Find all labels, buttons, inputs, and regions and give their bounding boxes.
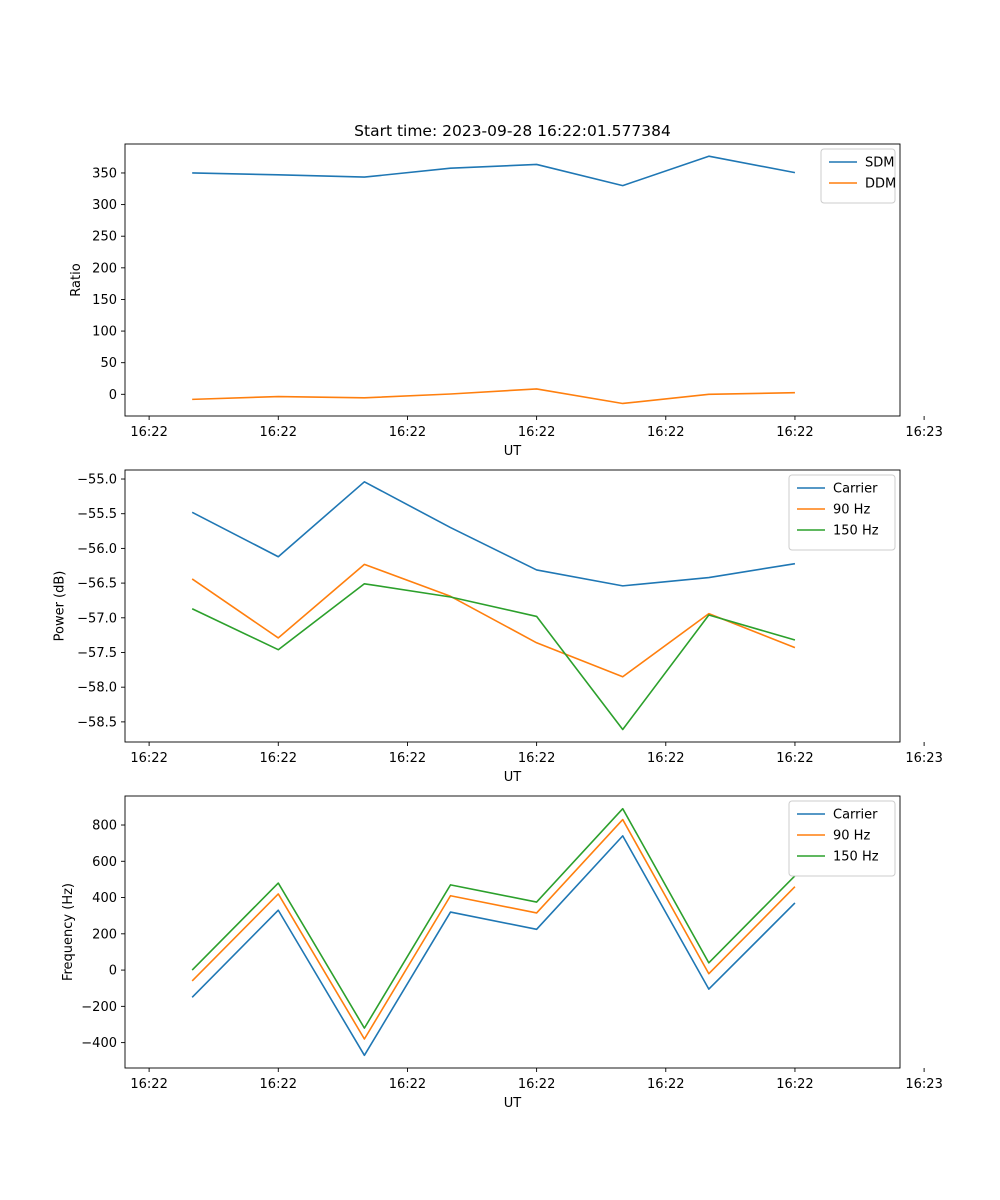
- x-tick-label: 16:22: [260, 1077, 297, 1092]
- legend-label: Carrier: [833, 808, 878, 823]
- series-line-90-hz: [191, 563, 796, 678]
- legend: Carrier 90 Hz 150 Hz: [788, 800, 896, 877]
- x-axis-label: UT: [504, 1096, 522, 1111]
- x-tick-label: 16:22: [130, 1077, 167, 1092]
- series-line-ddm: [192, 388, 795, 405]
- x-tick-label: 16:22: [518, 751, 555, 766]
- y-tick-label: 300: [92, 198, 117, 213]
- x-tick-label: 16:22: [776, 425, 813, 440]
- x-tick-label: 16:22: [389, 1077, 426, 1092]
- x-tick-label: 16:23: [905, 751, 942, 766]
- y-tick-label: 250: [92, 230, 117, 245]
- x-tick-label: 16:22: [647, 751, 684, 766]
- y-tick-label: 100: [92, 325, 117, 340]
- legend-label: SDM: [865, 156, 894, 171]
- y-tick-label: −58.5: [77, 715, 117, 730]
- y-tick-label: 0: [109, 964, 117, 979]
- y-tick-label: −55.0: [77, 473, 117, 488]
- chart-panel-1: Start time: 2023-09-28 16:22:01.577384 16…: [69, 122, 943, 459]
- x-tick-label: 16:23: [905, 1077, 942, 1092]
- legend-label: 90 Hz: [833, 829, 870, 844]
- y-axis-label: Ratio: [69, 263, 84, 296]
- y-axis-label: Power (dB): [53, 571, 68, 642]
- y-tick-label: −400: [81, 1036, 117, 1051]
- legend-label: 90 Hz: [833, 503, 870, 518]
- legend-label: DDM: [865, 177, 896, 192]
- series-line-sdm: [192, 155, 796, 187]
- x-tick-label: 16:22: [130, 425, 167, 440]
- x-tick-label: 16:23: [905, 425, 942, 440]
- y-tick-label: 50: [100, 356, 117, 371]
- y-tick-label: −58.0: [77, 681, 117, 696]
- y-tick-label: 200: [92, 261, 117, 276]
- y-tick-label: −200: [81, 1000, 117, 1015]
- y-tick-label: −55.5: [77, 507, 117, 522]
- x-tick-label: 16:22: [389, 425, 426, 440]
- x-tick-label: 16:22: [647, 1077, 684, 1092]
- y-axis-label: Frequency (Hz): [61, 883, 76, 981]
- x-axis-label: UT: [504, 770, 522, 785]
- y-tick-label: −56.5: [77, 577, 117, 592]
- x-tick-label: 16:22: [260, 425, 297, 440]
- x-tick-label: 16:22: [389, 751, 426, 766]
- y-tick-label: 0: [109, 388, 117, 403]
- series-line-150-hz: [191, 582, 796, 731]
- chart-panel-3: 16:22 16:22 16:22 16:22 16:22 16:22 16:23 −400 −…: [61, 795, 943, 1111]
- x-tick-label: 16:22: [518, 1077, 555, 1092]
- legend: SDM DDM: [820, 148, 896, 204]
- legend-label: 150 Hz: [833, 850, 879, 865]
- x-tick-label: 16:22: [518, 425, 555, 440]
- x-tick-label: 16:22: [776, 1077, 813, 1092]
- chart-panel-2: 16:22 16:22 16:22 16:22 16:22 16:22 16:23 −55.0…: [53, 469, 943, 785]
- y-tick-label: 800: [92, 819, 117, 834]
- series-line-90-hz: [191, 818, 796, 1040]
- legend-label: Carrier: [833, 482, 878, 497]
- y-tick-label: 200: [92, 927, 117, 942]
- series-line-carrier: [191, 480, 796, 587]
- y-tick-label: 150: [92, 293, 117, 308]
- x-tick-label: 16:22: [776, 751, 813, 766]
- series-line-150-hz: [191, 807, 796, 1029]
- legend-box: [788, 800, 896, 877]
- x-tick-label: 16:22: [260, 751, 297, 766]
- series-line-carrier: [191, 835, 796, 1057]
- x-axis-label: UT: [504, 444, 522, 459]
- chart-title: Start time: 2023-09-28 16:22:01.577384: [354, 122, 671, 140]
- y-tick-label: −57.5: [77, 646, 117, 661]
- y-tick-label: −56.0: [77, 542, 117, 557]
- y-tick-label: 600: [92, 855, 117, 870]
- legend-box: [788, 474, 896, 551]
- x-tick-label: 16:22: [647, 425, 684, 440]
- axes-frame: [124, 469, 901, 743]
- legend-label: 150 Hz: [833, 524, 879, 539]
- legend: Carrier 90 Hz 150 Hz: [788, 474, 896, 551]
- x-tick-label: 16:22: [130, 751, 167, 766]
- axes-frame: [124, 143, 901, 417]
- axes-frame: [124, 795, 901, 1069]
- y-tick-label: 350: [92, 166, 117, 181]
- y-tick-label: −57.0: [77, 611, 117, 626]
- y-tick-label: 400: [92, 891, 117, 906]
